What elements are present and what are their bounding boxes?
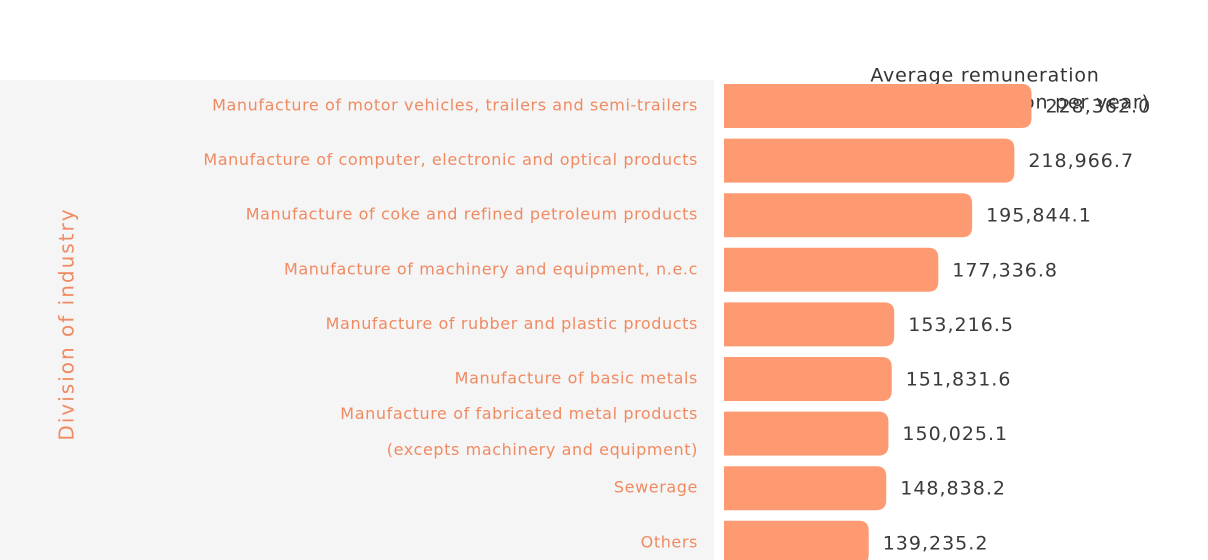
bar xyxy=(724,520,869,560)
category-label: Manufacture of coke and refined petroleu… xyxy=(246,205,698,224)
value-label: 150,025.1 xyxy=(902,423,1008,445)
bar xyxy=(724,302,895,347)
category-label: Others xyxy=(641,532,698,551)
category-label: Manufacture of computer, electronic and … xyxy=(203,150,698,169)
value-label: 177,336.8 xyxy=(952,259,1058,281)
value-label: 148,838.2 xyxy=(900,478,1006,500)
bar xyxy=(724,193,973,238)
bar xyxy=(724,357,892,401)
bar xyxy=(724,138,1015,183)
value-label: 151,831.6 xyxy=(906,369,1012,391)
value-label: 153,216.5 xyxy=(908,314,1014,336)
category-label: Manufacture of fabricated metal products xyxy=(340,404,698,423)
category-label: Sewerage xyxy=(614,478,698,497)
chart-title: Average remuneration xyxy=(870,65,1099,87)
value-label: 218,966.7 xyxy=(1028,150,1134,172)
category-label: Manufacture of motor vehicles, trailers … xyxy=(212,96,698,115)
panel-background xyxy=(0,80,714,560)
bar xyxy=(724,247,939,292)
y-axis-label: Division of industry xyxy=(55,207,79,440)
bar xyxy=(724,466,887,511)
category-label: Manufacture of machinery and equipment, … xyxy=(284,259,698,278)
category-label: Manufacture of rubber and plastic produc… xyxy=(326,314,698,333)
category-label: (excepts machinery and equipment) xyxy=(387,440,698,459)
value-label: 228,362.0 xyxy=(1045,96,1151,118)
bar xyxy=(724,84,1032,128)
value-label: 195,844.1 xyxy=(986,205,1092,227)
bar xyxy=(724,411,889,456)
category-label: Manufacture of basic metals xyxy=(455,369,698,388)
value-label: 139,235.2 xyxy=(883,532,989,554)
